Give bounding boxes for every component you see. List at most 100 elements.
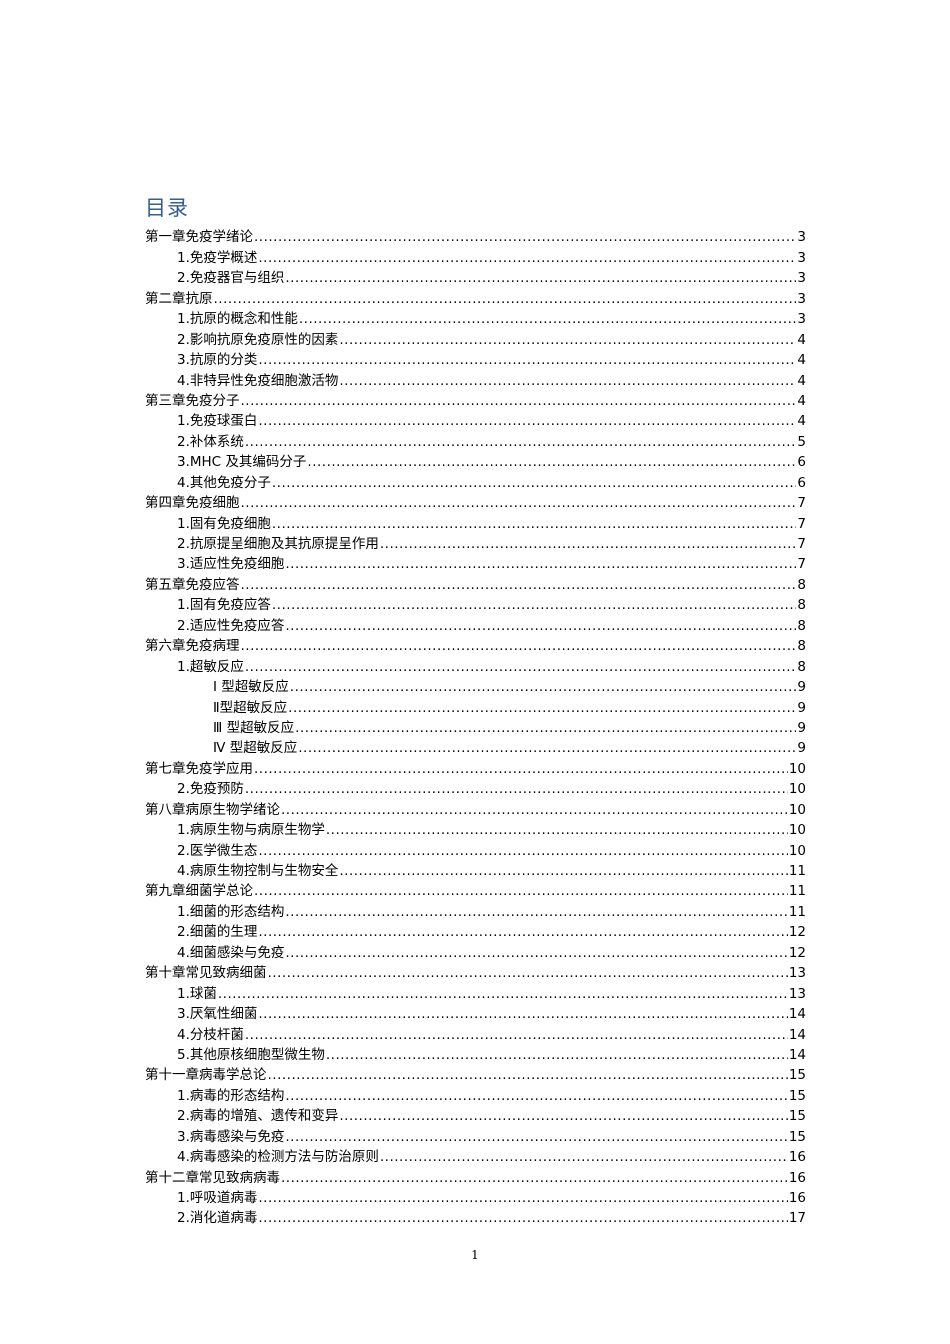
toc-entry-title: 第九章细菌学总论 [145, 883, 253, 900]
dot-leader [241, 494, 797, 512]
toc-entry-title: 2.细菌的生理 [177, 924, 258, 941]
dot-leader [339, 1107, 787, 1125]
toc-section-entry[interactable]: 3.厌氧性细菌 14 [145, 1003, 806, 1023]
dot-leader [218, 985, 788, 1003]
toc-entry-page: 3 [797, 311, 806, 328]
toc-chapter-entry[interactable]: 第四章免疫细胞 7 [145, 492, 806, 512]
toc-entry-title: 1.固有免疫细胞 [177, 515, 271, 532]
dot-leader [254, 760, 788, 778]
toc-entry-title: 第三章免疫分子 [145, 392, 240, 409]
toc-entry-page: 15 [788, 1087, 806, 1104]
toc-section-entry[interactable]: Ⅱ型超敏反应 9 [145, 696, 806, 716]
toc-section-entry[interactable]: 2.医学微生态 10 [145, 839, 806, 859]
toc-section-entry[interactable]: 4.病毒感染的检测方法与防治原则 16 [145, 1146, 806, 1166]
toc-chapter-entry[interactable]: 第六章免疫病理 8 [145, 635, 806, 655]
dot-leader [285, 1087, 787, 1105]
toc-section-entry[interactable]: 2.免疫预防 10 [145, 778, 806, 798]
toc-chapter-entry[interactable]: 第八章病原生物学绪论 10 [145, 798, 806, 818]
toc-section-entry[interactable]: 2.适应性免疫应答 8 [145, 614, 806, 634]
toc-entry-title: 1.病毒的形态结构 [177, 1087, 285, 1104]
toc-entry-title: 第一章免疫学绪论 [145, 229, 253, 246]
toc-section-entry[interactable]: 4.病原生物控制与生物安全 11 [145, 860, 806, 880]
toc-section-entry[interactable]: Ⅲ 型超敏反应 9 [145, 717, 806, 737]
toc-section-entry[interactable]: 2.细菌的生理 12 [145, 921, 806, 941]
toc-chapter-entry[interactable]: 第十一章病毒学总论 15 [145, 1064, 806, 1084]
toc-section-entry[interactable]: Ⅰ 型超敏反应 9 [145, 676, 806, 696]
toc-section-entry[interactable]: 2.免疫器官与组织 3 [145, 267, 806, 287]
table-of-contents: 第一章免疫学绪论31.免疫学概述32.免疫器官与组织3第二章抗原31.抗原的概念… [145, 226, 806, 1227]
toc-entry-title: 第十二章常见致病病毒 [145, 1169, 280, 1186]
toc-section-entry[interactable]: 1.呼吸道病毒 16 [145, 1187, 806, 1207]
toc-section-entry[interactable]: 3.病毒感染与免疫 15 [145, 1125, 806, 1145]
dot-leader [258, 1189, 787, 1207]
toc-section-entry[interactable]: 1.抗原的概念和性能 3 [145, 308, 806, 328]
toc-entry-page: 9 [797, 699, 806, 716]
toc-chapter-entry[interactable]: 第九章细菌学总论 11 [145, 880, 806, 900]
toc-section-entry[interactable]: Ⅳ 型超敏反应 9 [145, 737, 806, 757]
toc-section-entry[interactable]: 1.免疫学概述 3 [145, 246, 806, 266]
toc-section-entry[interactable]: 4.分枝杆菌 14 [145, 1023, 806, 1043]
dot-leader [290, 678, 797, 696]
toc-chapter-entry[interactable]: 第七章免疫学应用 10 [145, 757, 806, 777]
toc-entry-title: 2.免疫预防 [177, 781, 244, 798]
dot-leader [258, 842, 787, 860]
toc-section-entry[interactable]: 1.免疫球蛋白 4 [145, 410, 806, 430]
dot-leader [380, 1148, 788, 1166]
dot-leader [339, 372, 796, 390]
toc-entry-title: 1.呼吸道病毒 [177, 1190, 258, 1206]
toc-entry-title: 3.厌氧性细菌 [177, 1006, 258, 1023]
toc-chapter-entry[interactable]: 第三章免疫分子 4 [145, 390, 806, 410]
page-number: 1 [471, 1248, 479, 1262]
toc-entry-title: 1.球菌 [177, 985, 217, 1002]
toc-entry-title: 4.细菌感染与免疫 [177, 944, 285, 961]
toc-section-entry[interactable]: 1.球菌 13 [145, 982, 806, 1002]
toc-entry-title: 2.适应性免疫应答 [177, 617, 285, 634]
toc-section-entry[interactable]: 1.超敏反应 8 [145, 655, 806, 675]
toc-chapter-entry[interactable]: 第十二章常见致病病毒 16 [145, 1166, 806, 1186]
toc-section-entry[interactable]: 2.补体系统 5 [145, 430, 806, 450]
toc-chapter-entry[interactable]: 第一章免疫学绪论 3 [145, 226, 806, 246]
dot-leader [258, 1005, 787, 1023]
toc-section-entry[interactable]: 1.固有免疫应答 8 [145, 594, 806, 614]
toc-entry-page: 5 [797, 433, 806, 450]
toc-section-entry[interactable]: 3.MHC 及其编码分子 6 [145, 451, 806, 471]
toc-entry-title: 2.补体系统 [177, 433, 244, 450]
dot-leader [254, 882, 788, 900]
dot-leader [281, 801, 788, 819]
toc-entry-title: 3.病毒感染与免疫 [177, 1128, 285, 1145]
toc-section-entry[interactable]: 1.病毒的形态结构 15 [145, 1084, 806, 1104]
dot-leader [258, 249, 796, 267]
toc-entry-title: 第十一章病毒学总论 [145, 1067, 267, 1084]
toc-section-entry[interactable]: 2.抗原提呈细胞及其抗原提呈作用 7 [145, 533, 806, 553]
toc-entry-page: 12 [788, 944, 806, 961]
toc-section-entry[interactable]: 3.适应性免疫细胞 7 [145, 553, 806, 573]
toc-section-entry[interactable]: 2.影响抗原免疫原性的因素 4 [145, 328, 806, 348]
dot-leader [245, 658, 797, 676]
toc-entry-page: 7 [797, 536, 806, 552]
toc-section-entry[interactable]: 4.细菌感染与免疫 12 [145, 941, 806, 961]
toc-entry-title: 第八章病原生物学绪论 [145, 801, 280, 818]
dot-leader [326, 1046, 788, 1064]
toc-entry-title: 3.抗原的分类 [177, 352, 258, 369]
dot-leader [299, 310, 797, 328]
toc-section-entry[interactable]: 5.其他原核细胞型微生物 14 [145, 1044, 806, 1064]
toc-section-entry[interactable]: 3.抗原的分类 4 [145, 349, 806, 369]
toc-entry-page: 7 [797, 556, 806, 573]
toc-chapter-entry[interactable]: 第五章免疫应答 8 [145, 573, 806, 593]
toc-section-entry[interactable]: 1.病原生物与病原生物学 10 [145, 819, 806, 839]
toc-section-entry[interactable]: 2.病毒的增殖、遗传和变异 15 [145, 1105, 806, 1125]
toc-section-entry[interactable]: 4.非特异性免疫细胞激活物 4 [145, 369, 806, 389]
toc-entry-title: 4.病毒感染的检测方法与防治原则 [177, 1149, 379, 1166]
toc-entry-page: 8 [797, 617, 806, 634]
toc-section-entry[interactable]: 1.固有免疫细胞 7 [145, 512, 806, 532]
toc-entry-page: 6 [797, 474, 806, 491]
toc-entry-title: 3.适应性免疫细胞 [177, 556, 285, 573]
toc-entry-page: 13 [788, 985, 806, 1002]
toc-section-entry[interactable]: 1.细菌的形态结构 11 [145, 900, 806, 920]
toc-section-entry[interactable]: 4.其他免疫分子 6 [145, 471, 806, 491]
toc-chapter-entry[interactable]: 第十章常见致病细菌 13 [145, 962, 806, 982]
toc-entry-page: 9 [797, 719, 806, 736]
toc-entry-title: 1.细菌的形态结构 [177, 903, 285, 920]
toc-chapter-entry[interactable]: 第二章抗原 3 [145, 287, 806, 307]
toc-section-entry[interactable]: 2.消化道病毒 17 [145, 1207, 806, 1227]
